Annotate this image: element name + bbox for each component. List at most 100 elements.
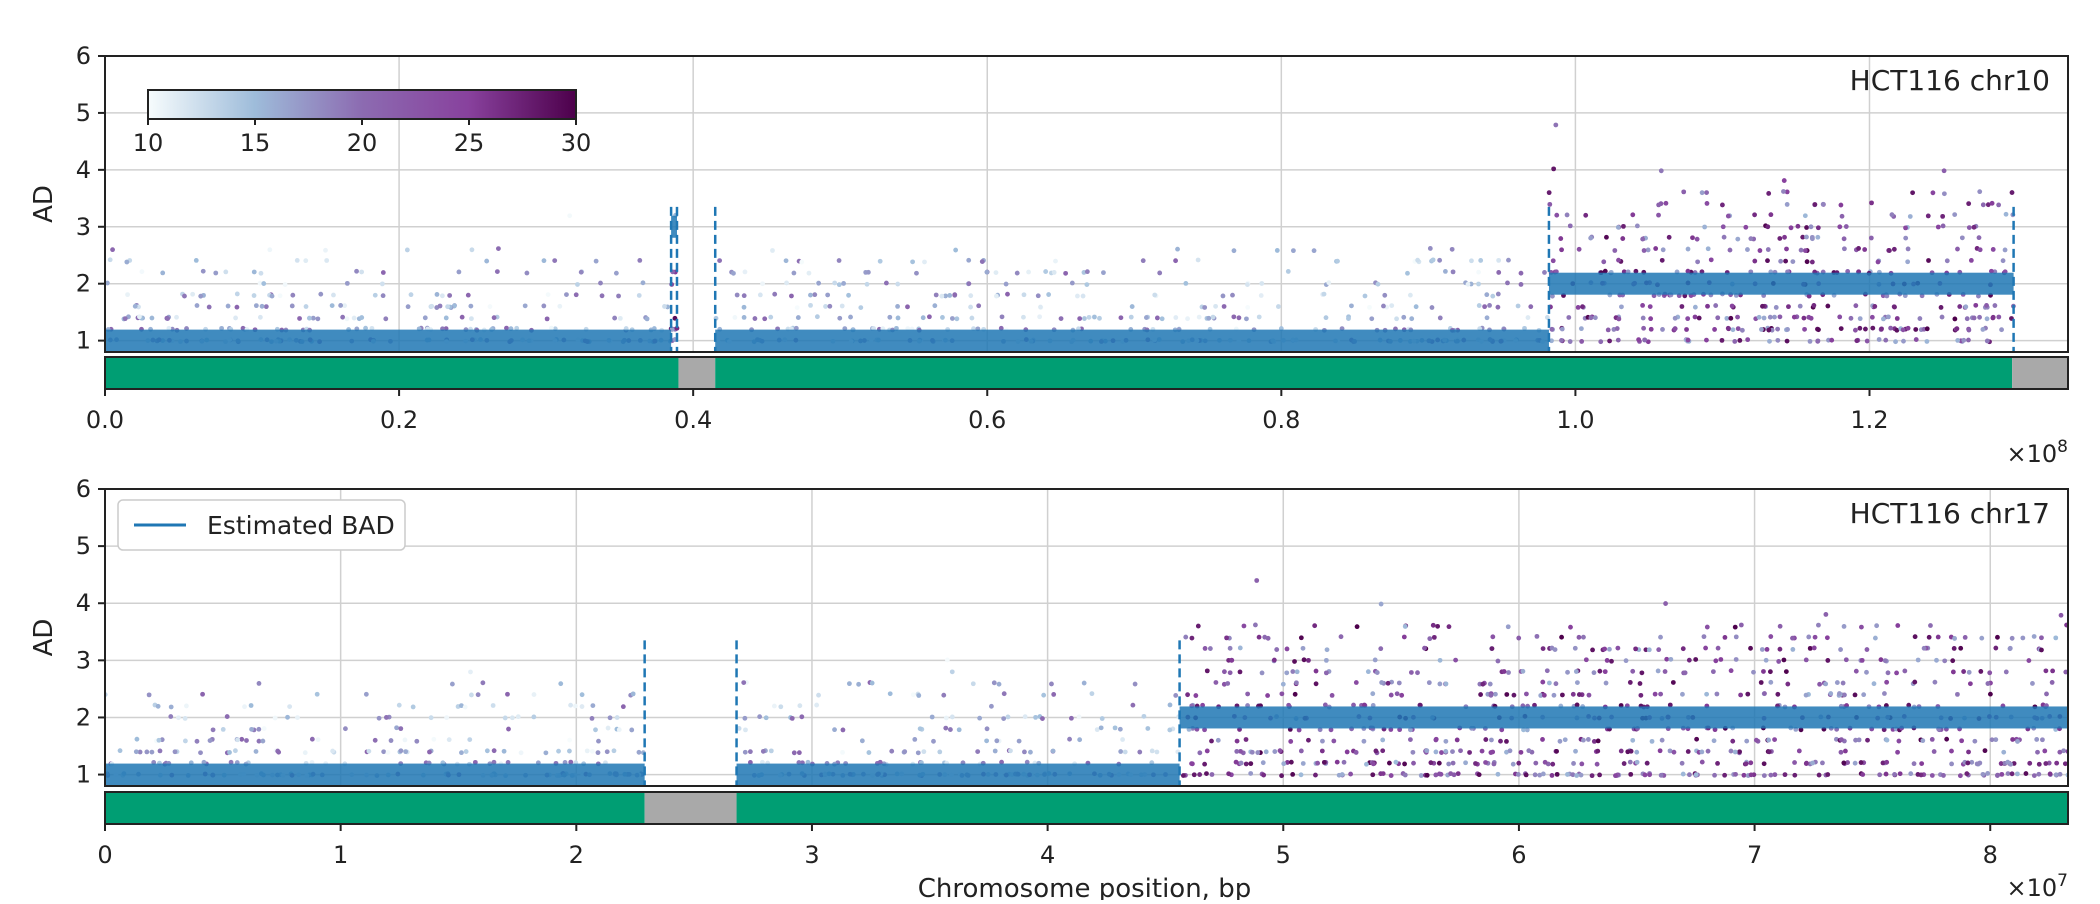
data-point: [1710, 669, 1716, 675]
data-point: [1621, 223, 1626, 229]
plot-frame-chr17: [104, 488, 2069, 787]
data-point: [439, 293, 445, 299]
data-point: [1680, 646, 1686, 652]
data-point: [260, 738, 266, 744]
data-point: [1274, 248, 1280, 253]
data-point: [1407, 727, 1413, 733]
data-point: [1722, 772, 1728, 778]
data-point: [1722, 634, 1728, 640]
data-point: [1418, 773, 1424, 778]
data-point: [1951, 646, 1957, 651]
data-point: [1856, 246, 1861, 251]
data-point: [1980, 202, 1986, 208]
data-point: [1069, 280, 1075, 286]
data-point: [1581, 737, 1586, 743]
data-point: [1952, 212, 1958, 217]
data-point: [1084, 282, 1090, 288]
data-point: [263, 304, 269, 310]
data-point: [484, 748, 490, 754]
data-point: [1906, 702, 1912, 708]
data-point: [459, 750, 464, 756]
data-point: [1760, 303, 1765, 309]
data-point: [1537, 772, 1543, 778]
data-point: [1724, 315, 1730, 321]
data-point: [1407, 292, 1413, 298]
data-point: [1684, 327, 1689, 332]
data-point: [1550, 293, 1555, 299]
data-point: [200, 691, 205, 697]
data-point: [315, 316, 321, 322]
data-point: [2057, 771, 2063, 777]
data-point: [1285, 269, 1291, 274]
data-point: [1843, 224, 1849, 229]
data-point: [1985, 771, 1991, 776]
data-point: [791, 750, 797, 756]
data-point: [778, 704, 784, 710]
data-point: [1401, 314, 1407, 320]
data-point: [931, 738, 936, 744]
data-point: [2049, 680, 2055, 685]
data-point: [1745, 337, 1751, 343]
data-point: [1988, 268, 1994, 274]
data-point: [1862, 247, 1868, 252]
data-point: [354, 268, 359, 274]
data-point: [998, 325, 1004, 331]
data-point: [1939, 314, 1945, 320]
data-point: [1491, 761, 1497, 767]
data-point: [1259, 670, 1265, 676]
data-point: [1014, 270, 1020, 276]
data-point: [1642, 772, 1648, 778]
data-point: [1370, 761, 1376, 767]
data-point: [1667, 748, 1673, 754]
data-point: [1739, 327, 1745, 333]
data-point: [611, 748, 617, 754]
data-point: [1966, 669, 1972, 675]
data-point: [1865, 737, 1870, 743]
data-point: [604, 749, 610, 755]
data-point: [1300, 761, 1306, 766]
data-point: [394, 725, 400, 731]
data-point: [1775, 691, 1781, 697]
data-point: [889, 748, 895, 754]
data-point: [1051, 270, 1057, 275]
data-point: [1837, 224, 1843, 230]
data-point: [504, 325, 509, 331]
data-point: [469, 247, 475, 253]
data-point: [385, 750, 391, 755]
data-point: [427, 749, 432, 755]
panel-title-chr10: HCT116 chr10: [1850, 64, 2050, 97]
data-point: [431, 736, 437, 742]
data-point: [1784, 189, 1790, 195]
data-point: [342, 303, 348, 309]
data-point: [902, 749, 908, 755]
data-point: [207, 738, 213, 744]
data-point: [496, 246, 501, 252]
data-point: [1984, 303, 1989, 308]
data-point: [579, 692, 585, 698]
data-point: [1985, 202, 1991, 208]
data-point: [1767, 314, 1773, 320]
data-point: [752, 316, 758, 321]
data-point: [999, 314, 1005, 320]
data-point: [2036, 761, 2042, 767]
data-point: [1202, 646, 1208, 651]
data-point: [240, 325, 246, 331]
y-tick-label: 5: [76, 532, 91, 560]
data-point: [1574, 773, 1580, 778]
data-point: [1511, 692, 1517, 698]
data-point: [1870, 325, 1876, 331]
data-point: [1415, 670, 1420, 676]
data-point: [1401, 634, 1407, 640]
data-point: [1958, 645, 1964, 651]
data-point: [1816, 772, 1822, 778]
data-point: [1841, 760, 1847, 766]
data-point: [468, 303, 474, 309]
data-point: [1568, 624, 1573, 630]
data-point: [1436, 760, 1442, 766]
data-point: [1966, 749, 1971, 755]
data-point: [1712, 772, 1717, 778]
plot-frame-chr10: [104, 55, 2069, 353]
data-point: [552, 258, 558, 264]
data-point: [1443, 738, 1449, 744]
x-tick-label: 0.6: [968, 406, 1006, 434]
